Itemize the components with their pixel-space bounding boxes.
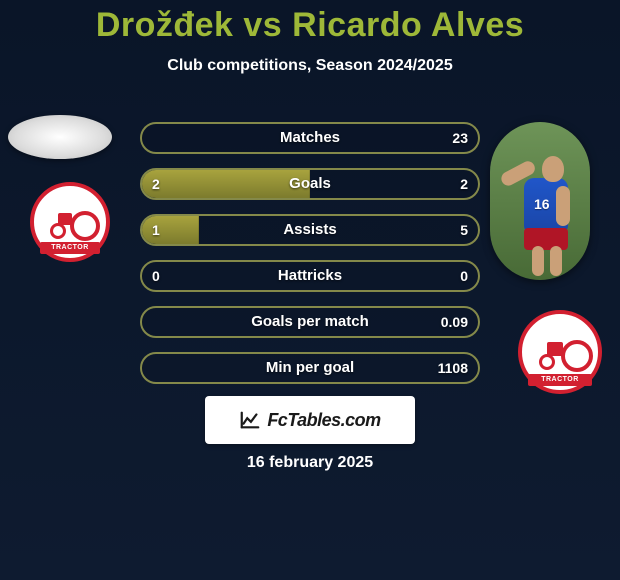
tractor-icon	[537, 336, 583, 368]
stat-label: Min per goal	[142, 354, 478, 382]
player-right-avatar: 16	[490, 122, 590, 280]
club-right-badge: TRACTOR	[518, 310, 602, 394]
stat-label: Matches	[142, 124, 478, 152]
stat-right-value: 1108	[438, 354, 468, 382]
stat-row-hattricks: 0 Hattricks 0	[140, 260, 480, 292]
player-left-avatar	[8, 115, 112, 159]
player-right-number: 16	[534, 196, 550, 212]
stat-row-goals-per-match: Goals per match 0.09	[140, 306, 480, 338]
stat-label: Goals	[142, 170, 478, 198]
stat-row-goals: 2 Goals 2	[140, 168, 480, 200]
stats-container: Matches 23 2 Goals 2 1 Assists 5 0 Hattr…	[140, 122, 480, 398]
brand-badge[interactable]: FcTables.com	[205, 396, 415, 444]
comparison-subtitle: Club competitions, Season 2024/2025	[0, 57, 620, 75]
stat-right-value: 23	[452, 124, 468, 152]
club-left-name: TRACTOR	[40, 242, 100, 254]
chart-icon	[239, 409, 261, 431]
comparison-title: Drožđek vs Ricardo Alves	[0, 0, 620, 45]
club-right-name: TRACTOR	[528, 374, 592, 386]
stat-row-min-per-goal: Min per goal 1108	[140, 352, 480, 384]
club-left-badge: TRACTOR	[30, 182, 110, 262]
stat-label: Goals per match	[142, 308, 478, 336]
stat-label: Assists	[142, 216, 478, 244]
comparison-date: 16 february 2025	[0, 454, 620, 472]
stat-right-value: 2	[460, 170, 468, 198]
tractor-icon	[48, 207, 92, 237]
stat-row-matches: Matches 23	[140, 122, 480, 154]
stat-right-value: 5	[460, 216, 468, 244]
stat-right-value: 0.09	[441, 308, 468, 336]
stat-row-assists: 1 Assists 5	[140, 214, 480, 246]
brand-text: FcTables.com	[267, 410, 380, 431]
stat-label: Hattricks	[142, 262, 478, 290]
stat-right-value: 0	[460, 262, 468, 290]
